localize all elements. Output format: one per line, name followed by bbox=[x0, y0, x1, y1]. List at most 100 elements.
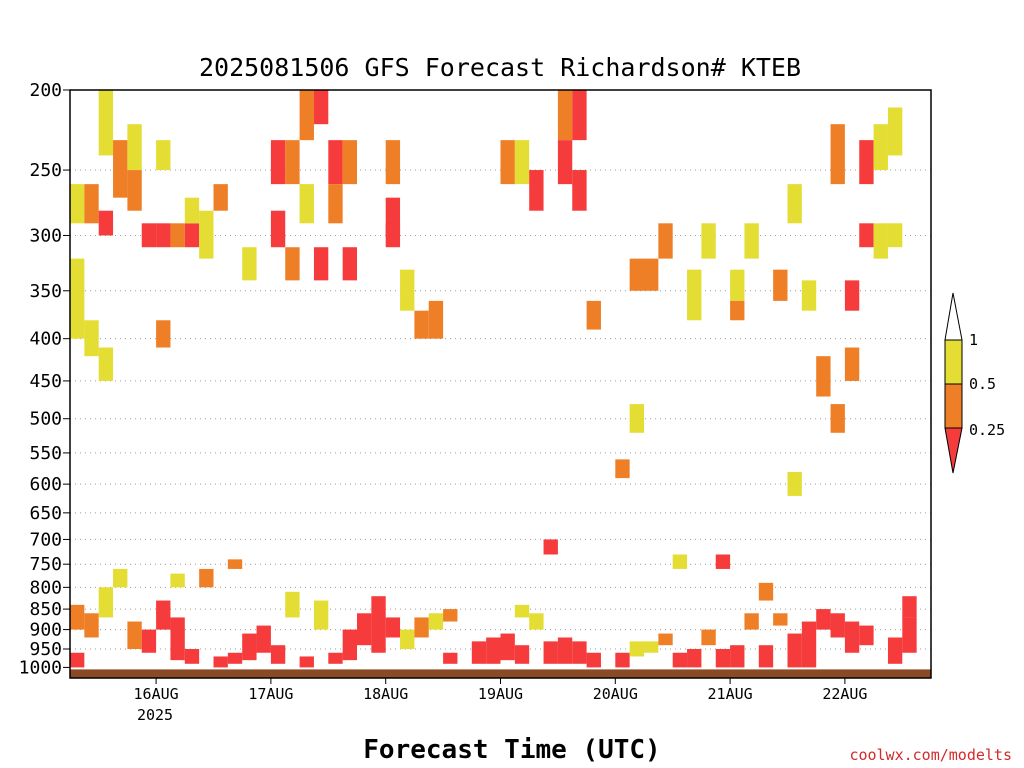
cell bbox=[644, 641, 659, 653]
cell bbox=[342, 247, 357, 281]
cell bbox=[170, 223, 185, 248]
cell bbox=[787, 184, 802, 224]
cell bbox=[730, 269, 745, 301]
cell bbox=[715, 648, 731, 668]
x-tick-label-17AUG: 17AUG bbox=[248, 685, 293, 703]
cell bbox=[701, 223, 716, 259]
cell bbox=[156, 320, 171, 348]
cell bbox=[328, 184, 343, 224]
cell bbox=[758, 645, 774, 668]
cell bbox=[428, 613, 444, 630]
cell bbox=[328, 140, 343, 185]
cell bbox=[744, 613, 759, 630]
cell bbox=[127, 170, 142, 211]
x-tick-label-20AUG: 20AUG bbox=[593, 685, 638, 703]
x-year-label: 2025 bbox=[137, 706, 173, 724]
cell bbox=[514, 645, 530, 664]
credit-link[interactable]: coolwx.com/modelts bbox=[849, 746, 1012, 764]
cell bbox=[658, 633, 673, 646]
legend-label-0.5: 0.5 bbox=[969, 375, 996, 393]
cell bbox=[270, 140, 286, 185]
y-tick-label-450: 450 bbox=[29, 371, 62, 392]
cell bbox=[299, 90, 314, 141]
cell bbox=[887, 223, 903, 248]
x-tick-label-21AUG: 21AUG bbox=[708, 685, 753, 703]
chart-title: 2025081506 GFS Forecast Richardson# KTEB bbox=[199, 53, 801, 82]
cell bbox=[787, 471, 802, 496]
cell bbox=[113, 568, 128, 588]
cell bbox=[84, 320, 99, 357]
y-tick-label-600: 600 bbox=[29, 474, 62, 495]
cell bbox=[658, 223, 673, 259]
cell bbox=[141, 629, 157, 653]
cell bbox=[385, 140, 401, 185]
cell bbox=[758, 582, 774, 601]
cell bbox=[557, 637, 573, 664]
y-tick-label-800: 800 bbox=[29, 577, 62, 598]
y-tick-label-850: 850 bbox=[29, 599, 62, 620]
cell bbox=[199, 210, 214, 259]
cell bbox=[672, 652, 688, 668]
y-tick-label-750: 750 bbox=[29, 554, 62, 575]
y-tick-label-400: 400 bbox=[29, 329, 62, 350]
cell bbox=[184, 648, 200, 664]
cell bbox=[170, 573, 185, 588]
legend-top-arrow bbox=[944, 292, 963, 341]
cell bbox=[687, 648, 702, 668]
cell bbox=[170, 617, 185, 661]
y-tick-label-650: 650 bbox=[29, 503, 62, 524]
cell bbox=[830, 613, 845, 638]
cell bbox=[98, 90, 114, 156]
cell bbox=[500, 633, 515, 661]
cell bbox=[787, 633, 802, 668]
cell bbox=[213, 656, 228, 668]
cell bbox=[400, 629, 415, 649]
cell bbox=[801, 621, 817, 668]
cell bbox=[629, 641, 644, 657]
cell bbox=[816, 609, 831, 630]
cell bbox=[773, 613, 788, 626]
cell bbox=[313, 90, 329, 125]
cell bbox=[730, 300, 745, 321]
cell bbox=[242, 247, 257, 281]
cell bbox=[543, 539, 558, 555]
cell bbox=[357, 613, 372, 646]
cell bbox=[285, 591, 300, 618]
x-tick-label-18AUG: 18AUG bbox=[363, 685, 408, 703]
cell bbox=[672, 554, 688, 569]
cell bbox=[471, 641, 487, 664]
cell bbox=[730, 645, 745, 668]
cell bbox=[514, 604, 530, 618]
y-axis: 200 250 300 350 400 450 500 550 600 650 700 7508008… bbox=[19, 80, 70, 678]
cell bbox=[70, 258, 85, 339]
cell bbox=[242, 633, 257, 661]
cell bbox=[270, 210, 286, 248]
cell bbox=[701, 629, 716, 646]
cell bbox=[227, 559, 243, 569]
cell bbox=[486, 637, 501, 664]
cell bbox=[773, 269, 788, 301]
cell bbox=[84, 613, 99, 638]
cell bbox=[514, 140, 530, 185]
cell bbox=[127, 621, 142, 649]
cell bbox=[371, 596, 386, 653]
cell bbox=[572, 90, 587, 141]
y-tick-label-1000: 1000 bbox=[19, 657, 62, 678]
cell bbox=[70, 604, 85, 630]
cell bbox=[887, 107, 903, 156]
cell bbox=[557, 140, 573, 185]
cell bbox=[127, 124, 142, 171]
y-tick-label-250: 250 bbox=[29, 160, 62, 181]
cell bbox=[859, 140, 874, 185]
cell bbox=[859, 625, 874, 646]
cell bbox=[299, 184, 314, 224]
ground bbox=[70, 669, 931, 678]
cell bbox=[744, 223, 759, 259]
legend-label-0.25: 0.25 bbox=[969, 421, 1005, 439]
cell bbox=[687, 269, 702, 321]
cell bbox=[385, 617, 401, 638]
cell bbox=[557, 90, 573, 141]
cell bbox=[801, 280, 817, 311]
x-axis-title: Forecast Time (UTC) bbox=[363, 735, 660, 765]
